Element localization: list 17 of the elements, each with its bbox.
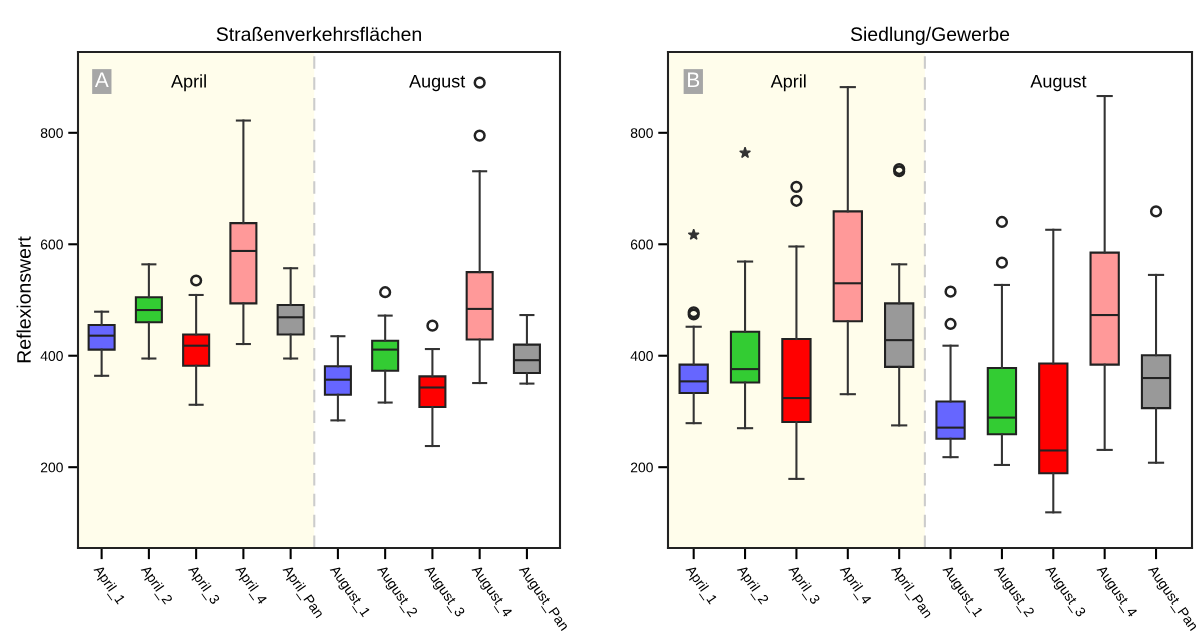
- y-tick-label: 800: [40, 128, 63, 138]
- y-axis-title: Reflexionswert: [16, 236, 31, 363]
- annotation: April: [171, 74, 206, 92]
- annotation: April: [770, 74, 806, 92]
- annotation: A: [94, 72, 109, 87]
- y-tick-label: 200: [630, 462, 653, 473]
- y-tick-label: 800: [630, 128, 653, 138]
- annotation: B: [688, 72, 700, 87]
- annotation: August: [409, 74, 466, 92]
- y-tick-label: 400: [630, 351, 653, 361]
- annotation: August: [1030, 74, 1087, 92]
- chart-title: Straßenverkehrsflächen: [216, 26, 421, 42]
- chart-title: Siedlung/Gewerbe: [850, 26, 1010, 45]
- y-tick-label: 600: [630, 239, 653, 250]
- y-tick-label: 600: [40, 239, 63, 250]
- y-tick-label: 400: [40, 351, 63, 361]
- y-tick-label: 200: [40, 462, 63, 473]
